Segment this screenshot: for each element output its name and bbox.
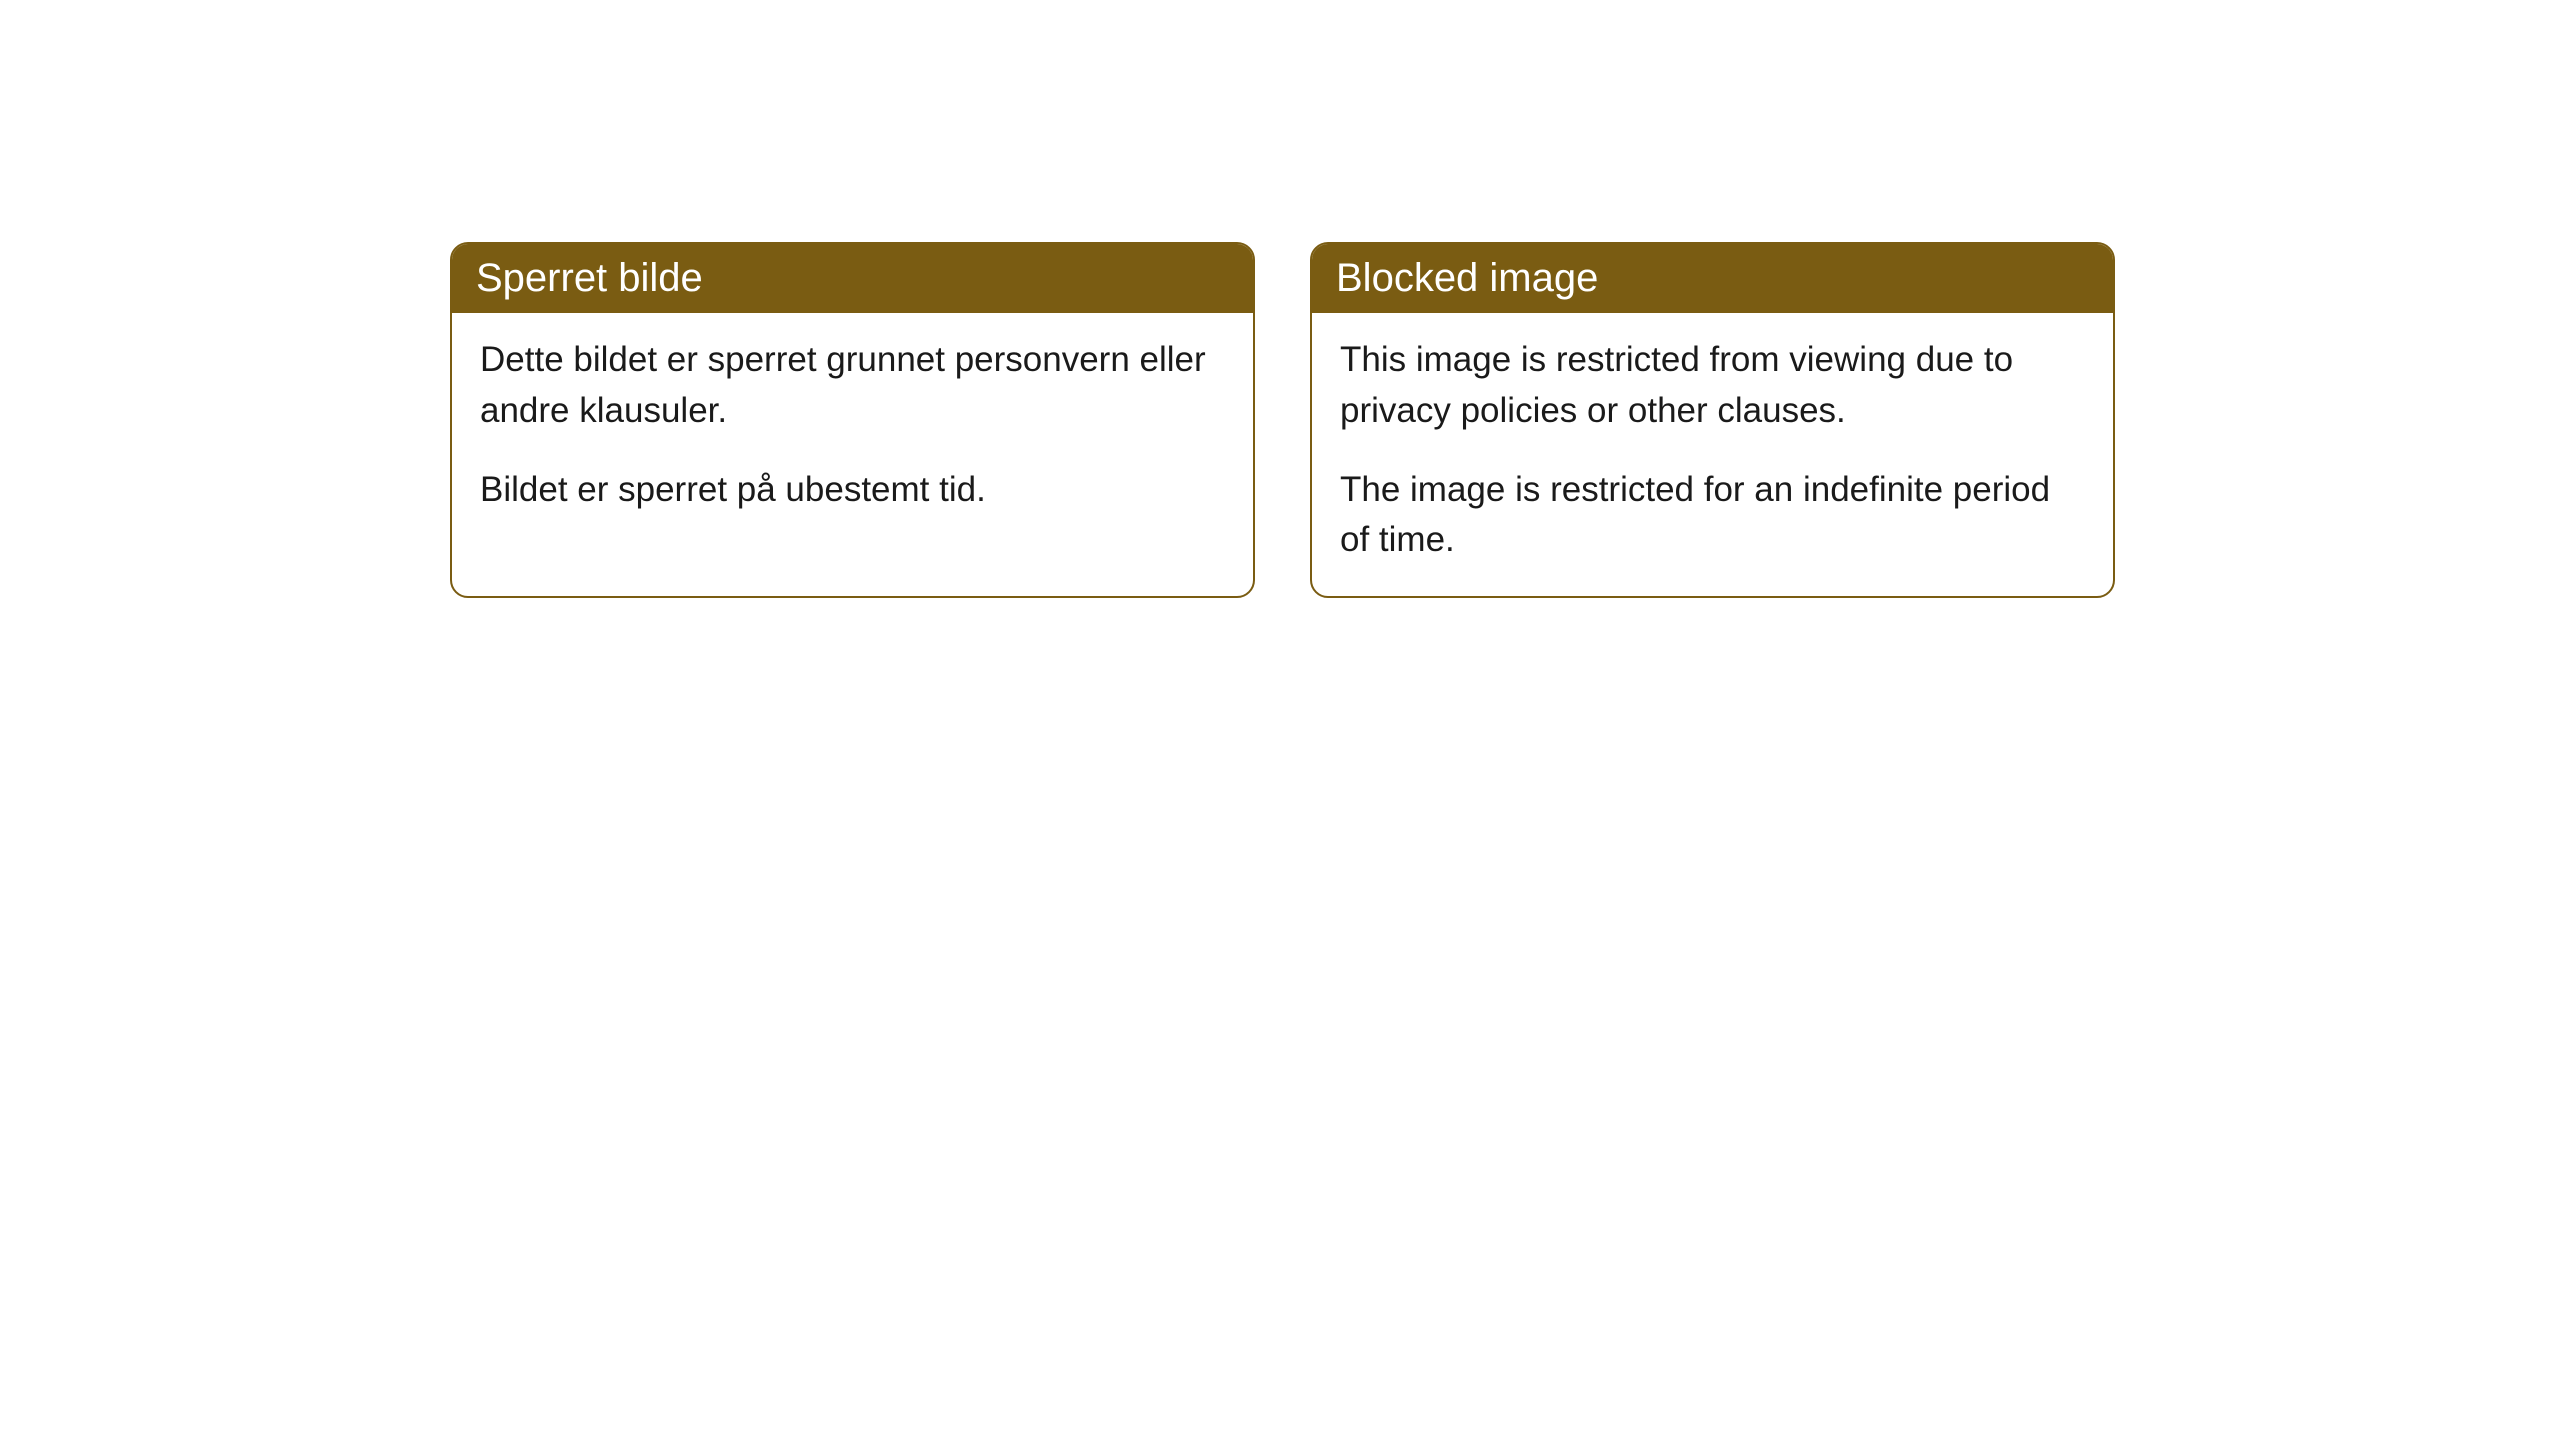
notices-container: Sperret bilde Dette bildet er sperret gr… [450, 242, 2115, 598]
notice-header-norwegian: Sperret bilde [452, 244, 1253, 313]
notice-card-norwegian: Sperret bilde Dette bildet er sperret gr… [450, 242, 1255, 598]
notice-title-english: Blocked image [1336, 256, 1598, 300]
notice-paragraph-2-norwegian: Bildet er sperret på ubestemt tid. [480, 465, 1225, 516]
notice-body-english: This image is restricted from viewing du… [1312, 313, 2113, 596]
notice-title-norwegian: Sperret bilde [476, 256, 703, 300]
notice-card-english: Blocked image This image is restricted f… [1310, 242, 2115, 598]
notice-paragraph-2-english: The image is restricted for an indefinit… [1340, 465, 2085, 567]
notice-body-norwegian: Dette bildet er sperret grunnet personve… [452, 313, 1253, 545]
notice-paragraph-1-norwegian: Dette bildet er sperret grunnet personve… [480, 335, 1225, 437]
notice-header-english: Blocked image [1312, 244, 2113, 313]
notice-paragraph-1-english: This image is restricted from viewing du… [1340, 335, 2085, 437]
